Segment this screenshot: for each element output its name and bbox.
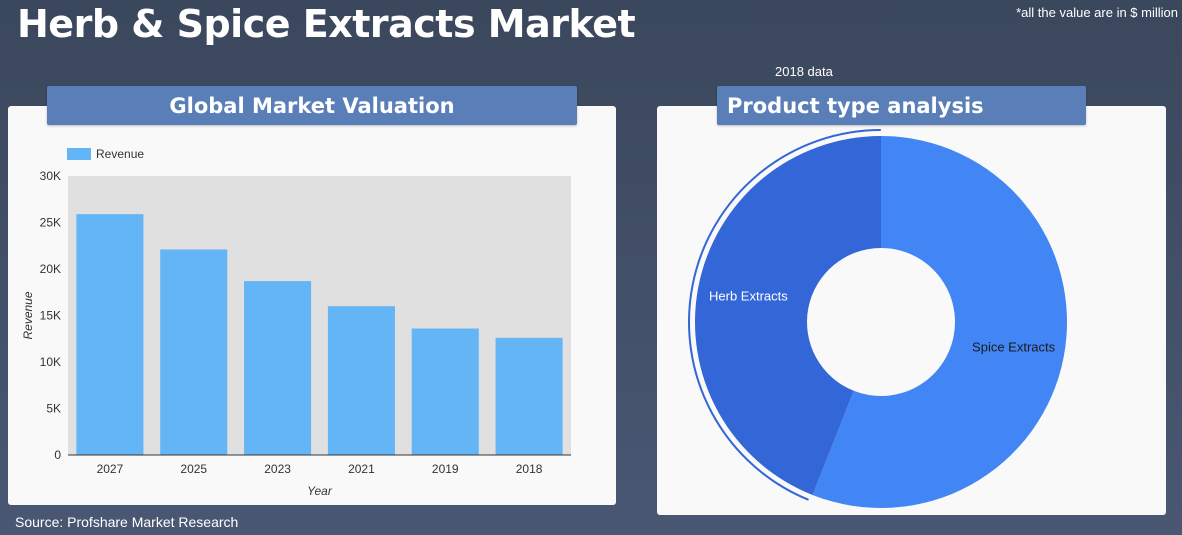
y-tick-label: 30K <box>40 169 61 183</box>
donut-chart: Spice Extracts Herb Extracts <box>688 129 1067 508</box>
bar-chart: Revenue 0 5K 10K 15K 20K 25K 30K 2027 2025 2023 202… <box>21 147 571 498</box>
legend-swatch <box>67 148 91 160</box>
y-tick-label: 25K <box>40 216 61 230</box>
y-axis-title: Revenue <box>21 291 35 339</box>
bar <box>244 281 312 455</box>
x-tick-label: 2025 <box>180 462 207 476</box>
market-valuation-header: Global Market Valuation <box>47 86 577 125</box>
x-tick-label: 2018 <box>516 462 543 476</box>
x-tick-label: 2023 <box>264 462 291 476</box>
page-title: Herb & Spice Extracts Market <box>17 2 636 46</box>
slice-highlight-ring <box>688 129 881 501</box>
x-tick-label: 2027 <box>97 462 124 476</box>
slice-label: Spice Extracts <box>972 339 1056 354</box>
plot-area <box>68 176 571 455</box>
x-tick-label: 2019 <box>432 462 459 476</box>
y-tick-label: 10K <box>40 355 61 369</box>
market-valuation-card: Revenue 0 5K 10K 15K 20K 25K 30K 2027 2025 2023 202… <box>8 106 616 505</box>
bar <box>327 306 395 455</box>
bar <box>76 214 144 455</box>
x-axis-title: Year <box>307 484 333 498</box>
x-tick-label: 2021 <box>348 462 375 476</box>
y-tick-label: 5K <box>46 402 61 416</box>
slice-label: Herb Extracts <box>709 289 788 304</box>
bar <box>411 328 479 455</box>
y-tick-label: 0 <box>54 448 61 462</box>
units-note: *all the value are in $ million <box>1016 5 1178 20</box>
data-year-label: 2018 data <box>775 64 833 79</box>
donut-slice <box>695 136 881 495</box>
y-tick-label: 15K <box>40 309 61 323</box>
bar <box>495 337 563 455</box>
donut-slice <box>812 136 1067 508</box>
source-note: Source: Profshare Market Research <box>15 514 239 530</box>
product-type-header: Product type analysis <box>717 86 1086 125</box>
legend-label: Revenue <box>96 147 144 161</box>
product-type-card: Spice Extracts Herb Extracts <box>657 106 1166 515</box>
y-tick-label: 20K <box>40 262 61 276</box>
bar <box>160 249 228 455</box>
